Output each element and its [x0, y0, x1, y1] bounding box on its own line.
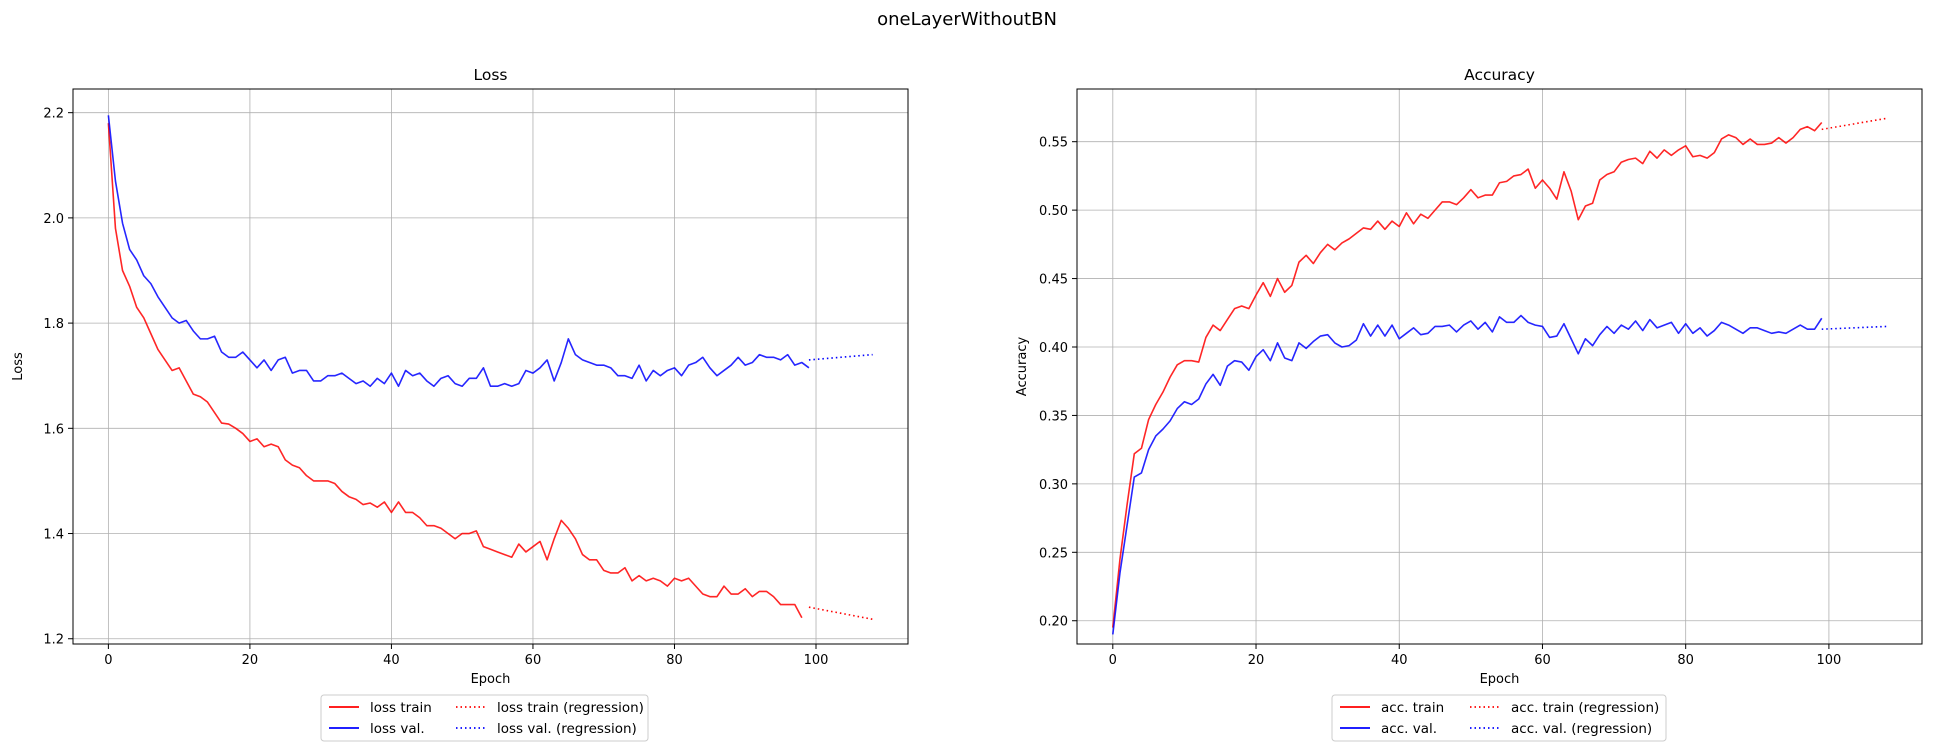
figure-suptitle: oneLayerWithoutBN — [877, 9, 1057, 30]
accuracy-xtick-label: 80 — [1677, 653, 1694, 668]
loss-x-axis-label: Epoch — [471, 672, 511, 687]
loss-xtick-label: 80 — [666, 653, 683, 668]
loss-xtick-label: 0 — [104, 653, 112, 668]
loss-legend-label-loss-train-regression: loss train (regression) — [497, 700, 644, 716]
accuracy-series-acc-val-regression — [1821, 325, 1887, 330]
loss-series-loss-val-regression — [808, 353, 873, 361]
accuracy-ytick-label: 0.55 — [1039, 136, 1068, 151]
loss-legend-label-loss-train: loss train — [370, 700, 432, 716]
accuracy-xtick-label: 60 — [1534, 653, 1551, 668]
accuracy-series-acc-train-regression — [1821, 117, 1887, 131]
accuracy-plot-frame — [1076, 88, 1923, 645]
accuracy-x-axis-label: Epoch — [1480, 672, 1520, 687]
accuracy-ytick-label: 0.45 — [1039, 273, 1068, 288]
accuracy-legend-label-acc-val-regression: acc. val. (regression) — [1511, 721, 1652, 737]
accuracy-xtick-label: 20 — [1248, 653, 1265, 668]
loss-y-axis-label: Loss — [11, 352, 26, 381]
accuracy-ytick-label: 0.40 — [1039, 341, 1068, 356]
accuracy-xtick-label: 0 — [1109, 653, 1117, 668]
accuracy-y-axis-label: Accuracy — [1015, 337, 1030, 397]
accuracy-chart-title: Accuracy — [1464, 66, 1535, 84]
loss-xtick-label: 40 — [383, 653, 400, 668]
loss-xtick-label: 20 — [242, 653, 259, 668]
accuracy-ytick-label: 0.35 — [1039, 409, 1068, 424]
loss-chart-panel: 0 20 40 60 80 100 1.2 1.4 1.6 1.8 2.0 2.2 Loss Epoch L… — [11, 66, 909, 742]
accuracy-ytick-label: 0.30 — [1039, 478, 1068, 493]
loss-ytick-label: 2.2 — [43, 107, 64, 122]
loss-legend-box — [320, 694, 649, 742]
loss-xtick-label: 60 — [525, 653, 542, 668]
loss-legend-label-loss-val: loss val. — [370, 721, 425, 737]
accuracy-series-acc-val — [1112, 314, 1823, 635]
accuracy-legend-label-acc-val: acc. val. — [1381, 721, 1437, 737]
loss-ytick-label: 2.0 — [43, 212, 64, 227]
loss-legend-label-loss-val-regression: loss val. (regression) — [497, 721, 637, 737]
accuracy-xtick-label: 100 — [1816, 653, 1841, 668]
accuracy-grid — [1077, 89, 1922, 644]
accuracy-legend: acc. train acc. val. acc. train (regressio… — [1331, 694, 1667, 742]
accuracy-legend-box — [1331, 694, 1667, 742]
loss-plot-frame — [72, 88, 909, 645]
accuracy-ytick-label: 0.50 — [1039, 204, 1068, 219]
accuracy-ytick-label: 0.20 — [1039, 615, 1068, 630]
loss-ytick-label: 1.2 — [43, 633, 64, 648]
loss-xtick-label: 100 — [804, 653, 829, 668]
accuracy-ytick-label: 0.25 — [1039, 546, 1068, 561]
loss-series-loss-train-regression — [808, 606, 873, 621]
accuracy-xtick-label: 40 — [1391, 653, 1408, 668]
loss-ytick-label: 1.8 — [43, 317, 64, 332]
accuracy-series-acc-train — [1112, 122, 1823, 628]
accuracy-chart-panel: 0 20 40 60 80 100 0.20 0.25 0.30 0.35 0.40 0.45 0.50… — [1015, 66, 1923, 742]
loss-legend: loss train loss val. loss train (regressio… — [320, 694, 649, 742]
loss-ytick-label: 1.4 — [43, 528, 64, 543]
loss-grid — [73, 89, 908, 644]
loss-series-loss-val — [107, 115, 810, 388]
accuracy-legend-label-acc-train-regression: acc. train (regression) — [1511, 700, 1659, 716]
loss-series-loss-train — [107, 123, 803, 619]
accuracy-legend-label-acc-train: acc. train — [1381, 700, 1444, 716]
loss-ytick-label: 1.6 — [43, 422, 64, 437]
loss-chart-title: Loss — [474, 66, 508, 84]
